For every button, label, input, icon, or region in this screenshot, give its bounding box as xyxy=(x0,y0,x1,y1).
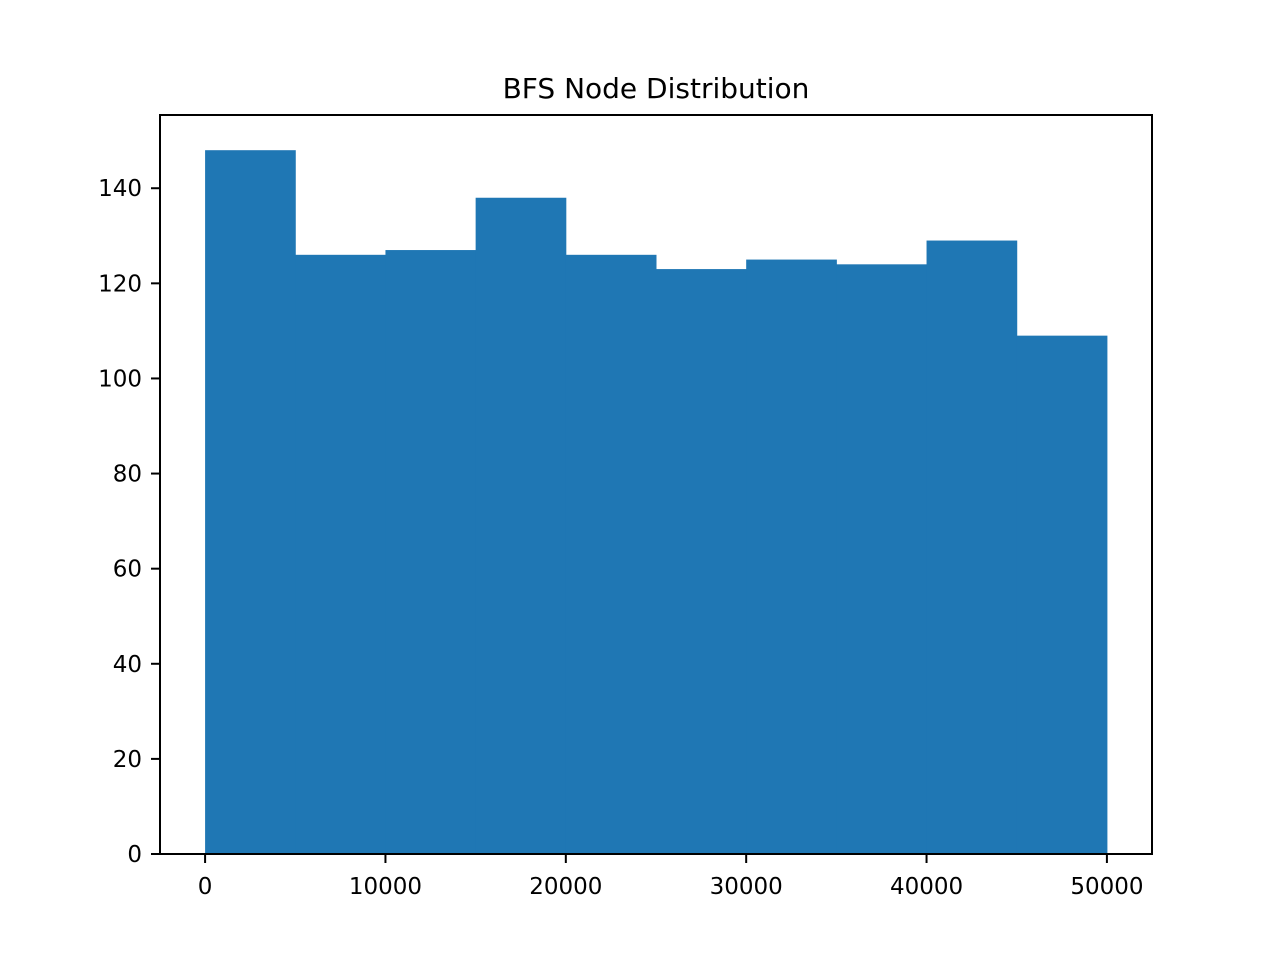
y-tick-label: 140 xyxy=(98,176,142,202)
histogram-bar xyxy=(295,254,386,855)
x-axis-ticks: 0 10000 20000 30000 40000 50000 xyxy=(198,854,1143,900)
bars-group xyxy=(205,150,1108,855)
histogram-bar xyxy=(836,264,928,854)
x-tick-label: 20000 xyxy=(529,874,602,900)
histogram-bar xyxy=(656,269,747,854)
histogram-bar xyxy=(926,240,1018,854)
histogram-bar xyxy=(565,254,657,855)
histogram-bar xyxy=(746,259,837,854)
y-axis-ticks: 0 20 40 60 80 100 120 140 xyxy=(98,176,160,868)
x-tick-label: 30000 xyxy=(710,874,783,900)
x-tick-label: 40000 xyxy=(890,874,963,900)
y-tick-label: 60 xyxy=(113,557,142,583)
histogram-bar xyxy=(205,150,296,854)
y-tick-label: 20 xyxy=(113,747,142,773)
y-tick-label: 80 xyxy=(113,462,142,488)
y-tick-label: 120 xyxy=(98,271,142,297)
plot-frame xyxy=(159,114,1153,855)
x-tick-label: 0 xyxy=(198,874,213,900)
x-tick-label: 50000 xyxy=(1070,874,1143,900)
chart-title: BFS Node Distribution xyxy=(503,72,810,105)
x-tick-label: 10000 xyxy=(349,874,422,900)
y-tick-label: 40 xyxy=(113,652,142,678)
histogram-bar xyxy=(475,197,567,854)
histogram-bar xyxy=(1016,335,1108,854)
y-tick-label: 100 xyxy=(98,366,142,392)
histogram-bar xyxy=(385,250,477,854)
y-tick-label: 0 xyxy=(127,842,142,868)
